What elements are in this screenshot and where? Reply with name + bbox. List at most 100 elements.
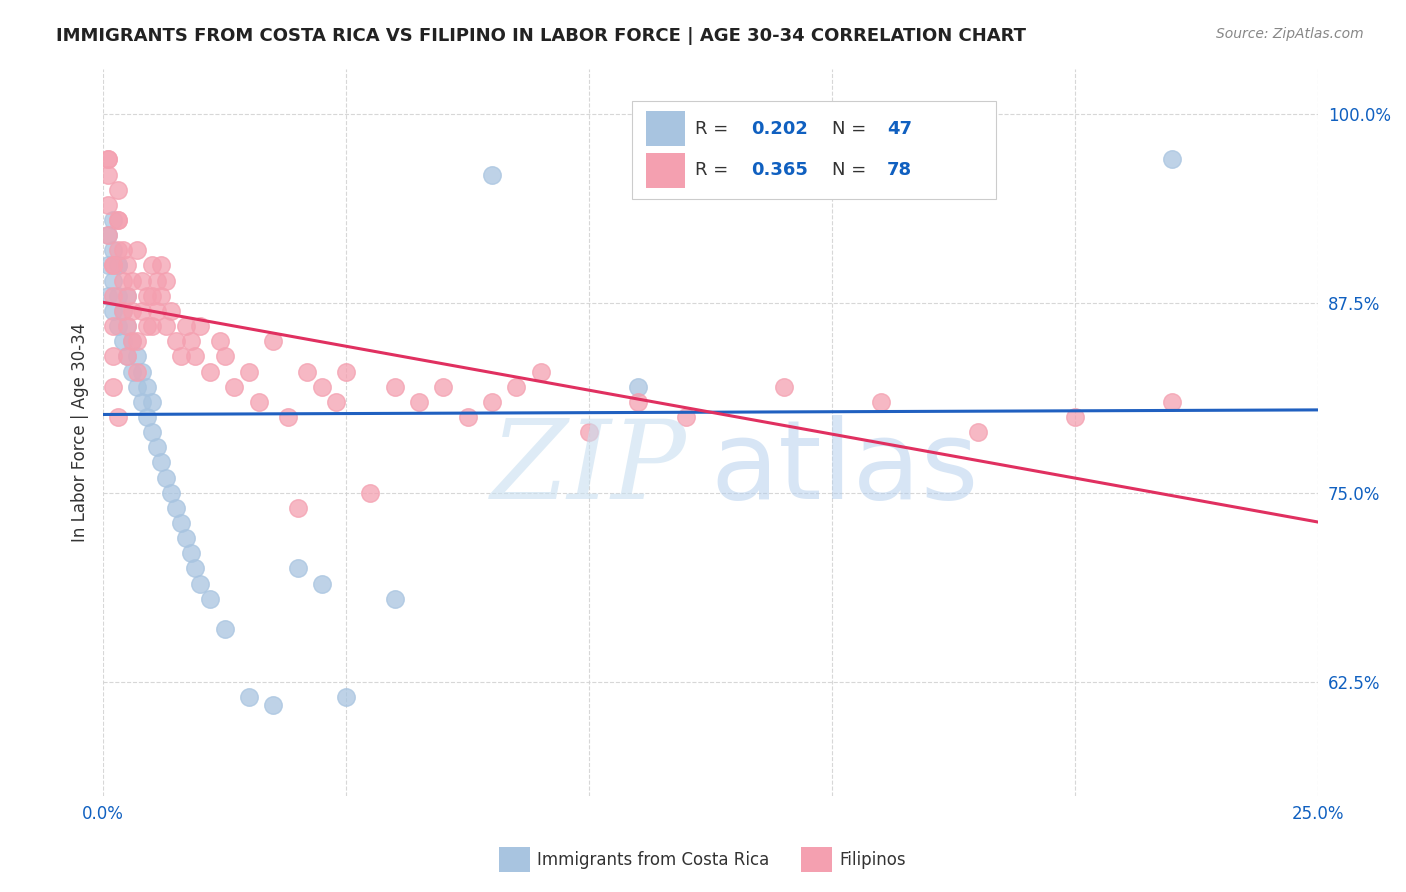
Point [675, 409, 697, 424]
Point [111, 304, 134, 318]
Point [170, 350, 193, 364]
Text: Filipinos: Filipinos [839, 851, 905, 869]
Text: N =: N = [832, 120, 872, 138]
Point [214, 622, 236, 636]
Point [117, 289, 139, 303]
Point [184, 561, 207, 575]
Point [165, 500, 187, 515]
Text: atlas: atlas [710, 415, 979, 522]
FancyBboxPatch shape [647, 112, 685, 146]
Point [150, 455, 173, 469]
Point [335, 690, 357, 705]
Point [262, 334, 284, 349]
Point [214, 350, 236, 364]
Point [297, 365, 319, 379]
Text: 78: 78 [887, 161, 912, 179]
Point [869, 394, 891, 409]
Point [107, 213, 129, 227]
Point [107, 244, 129, 258]
Point [457, 409, 479, 424]
Point [97, 228, 120, 243]
Point [1161, 394, 1184, 409]
Point [121, 334, 143, 349]
Point [772, 380, 794, 394]
Point [97, 168, 120, 182]
Point [121, 365, 143, 379]
Point [127, 380, 149, 394]
Point [131, 274, 153, 288]
Point [155, 319, 177, 334]
Point [155, 274, 177, 288]
Text: 0.202: 0.202 [751, 120, 807, 138]
Point [127, 334, 149, 349]
Point [184, 350, 207, 364]
Point [287, 500, 309, 515]
Point [141, 289, 163, 303]
Point [141, 319, 163, 334]
Text: 0.365: 0.365 [751, 161, 807, 179]
Point [481, 394, 503, 409]
Point [111, 244, 134, 258]
Point [408, 394, 430, 409]
Point [97, 153, 120, 167]
Point [117, 289, 139, 303]
Text: ZIP: ZIP [491, 415, 686, 522]
Point [107, 289, 129, 303]
Y-axis label: In Labor Force | Age 30-34: In Labor Force | Age 30-34 [72, 323, 89, 541]
Point [107, 319, 129, 334]
Point [238, 365, 260, 379]
Point [384, 380, 406, 394]
Point [967, 425, 990, 439]
Point [131, 365, 153, 379]
Point [311, 380, 333, 394]
Point [262, 698, 284, 712]
Point [131, 304, 153, 318]
Point [97, 153, 120, 167]
Point [127, 365, 149, 379]
Point [101, 259, 124, 273]
Point [97, 228, 120, 243]
Point [97, 259, 120, 273]
Point [1064, 409, 1087, 424]
Point [481, 168, 503, 182]
Point [101, 350, 124, 364]
Point [578, 425, 600, 439]
Text: N =: N = [832, 161, 872, 179]
Point [188, 576, 211, 591]
Point [627, 394, 650, 409]
Point [117, 350, 139, 364]
Point [188, 319, 211, 334]
Point [101, 213, 124, 227]
Point [198, 591, 221, 606]
Point [145, 274, 167, 288]
Point [117, 319, 139, 334]
Point [117, 259, 139, 273]
Point [174, 531, 197, 545]
FancyBboxPatch shape [631, 102, 997, 200]
Text: Immigrants from Costa Rica: Immigrants from Costa Rica [537, 851, 769, 869]
Point [101, 274, 124, 288]
Point [277, 409, 299, 424]
Point [135, 319, 157, 334]
Point [135, 289, 157, 303]
Point [160, 304, 183, 318]
Point [247, 394, 270, 409]
Point [121, 274, 143, 288]
Point [170, 516, 193, 530]
Point [208, 334, 231, 349]
Point [150, 259, 173, 273]
Point [150, 289, 173, 303]
Point [165, 334, 187, 349]
Point [121, 304, 143, 318]
Point [127, 350, 149, 364]
Point [107, 259, 129, 273]
Point [101, 244, 124, 258]
Text: R =: R = [695, 161, 734, 179]
Point [224, 380, 246, 394]
Point [101, 319, 124, 334]
Point [432, 380, 454, 394]
Point [117, 319, 139, 334]
Point [238, 690, 260, 705]
Point [111, 334, 134, 349]
Point [627, 380, 650, 394]
